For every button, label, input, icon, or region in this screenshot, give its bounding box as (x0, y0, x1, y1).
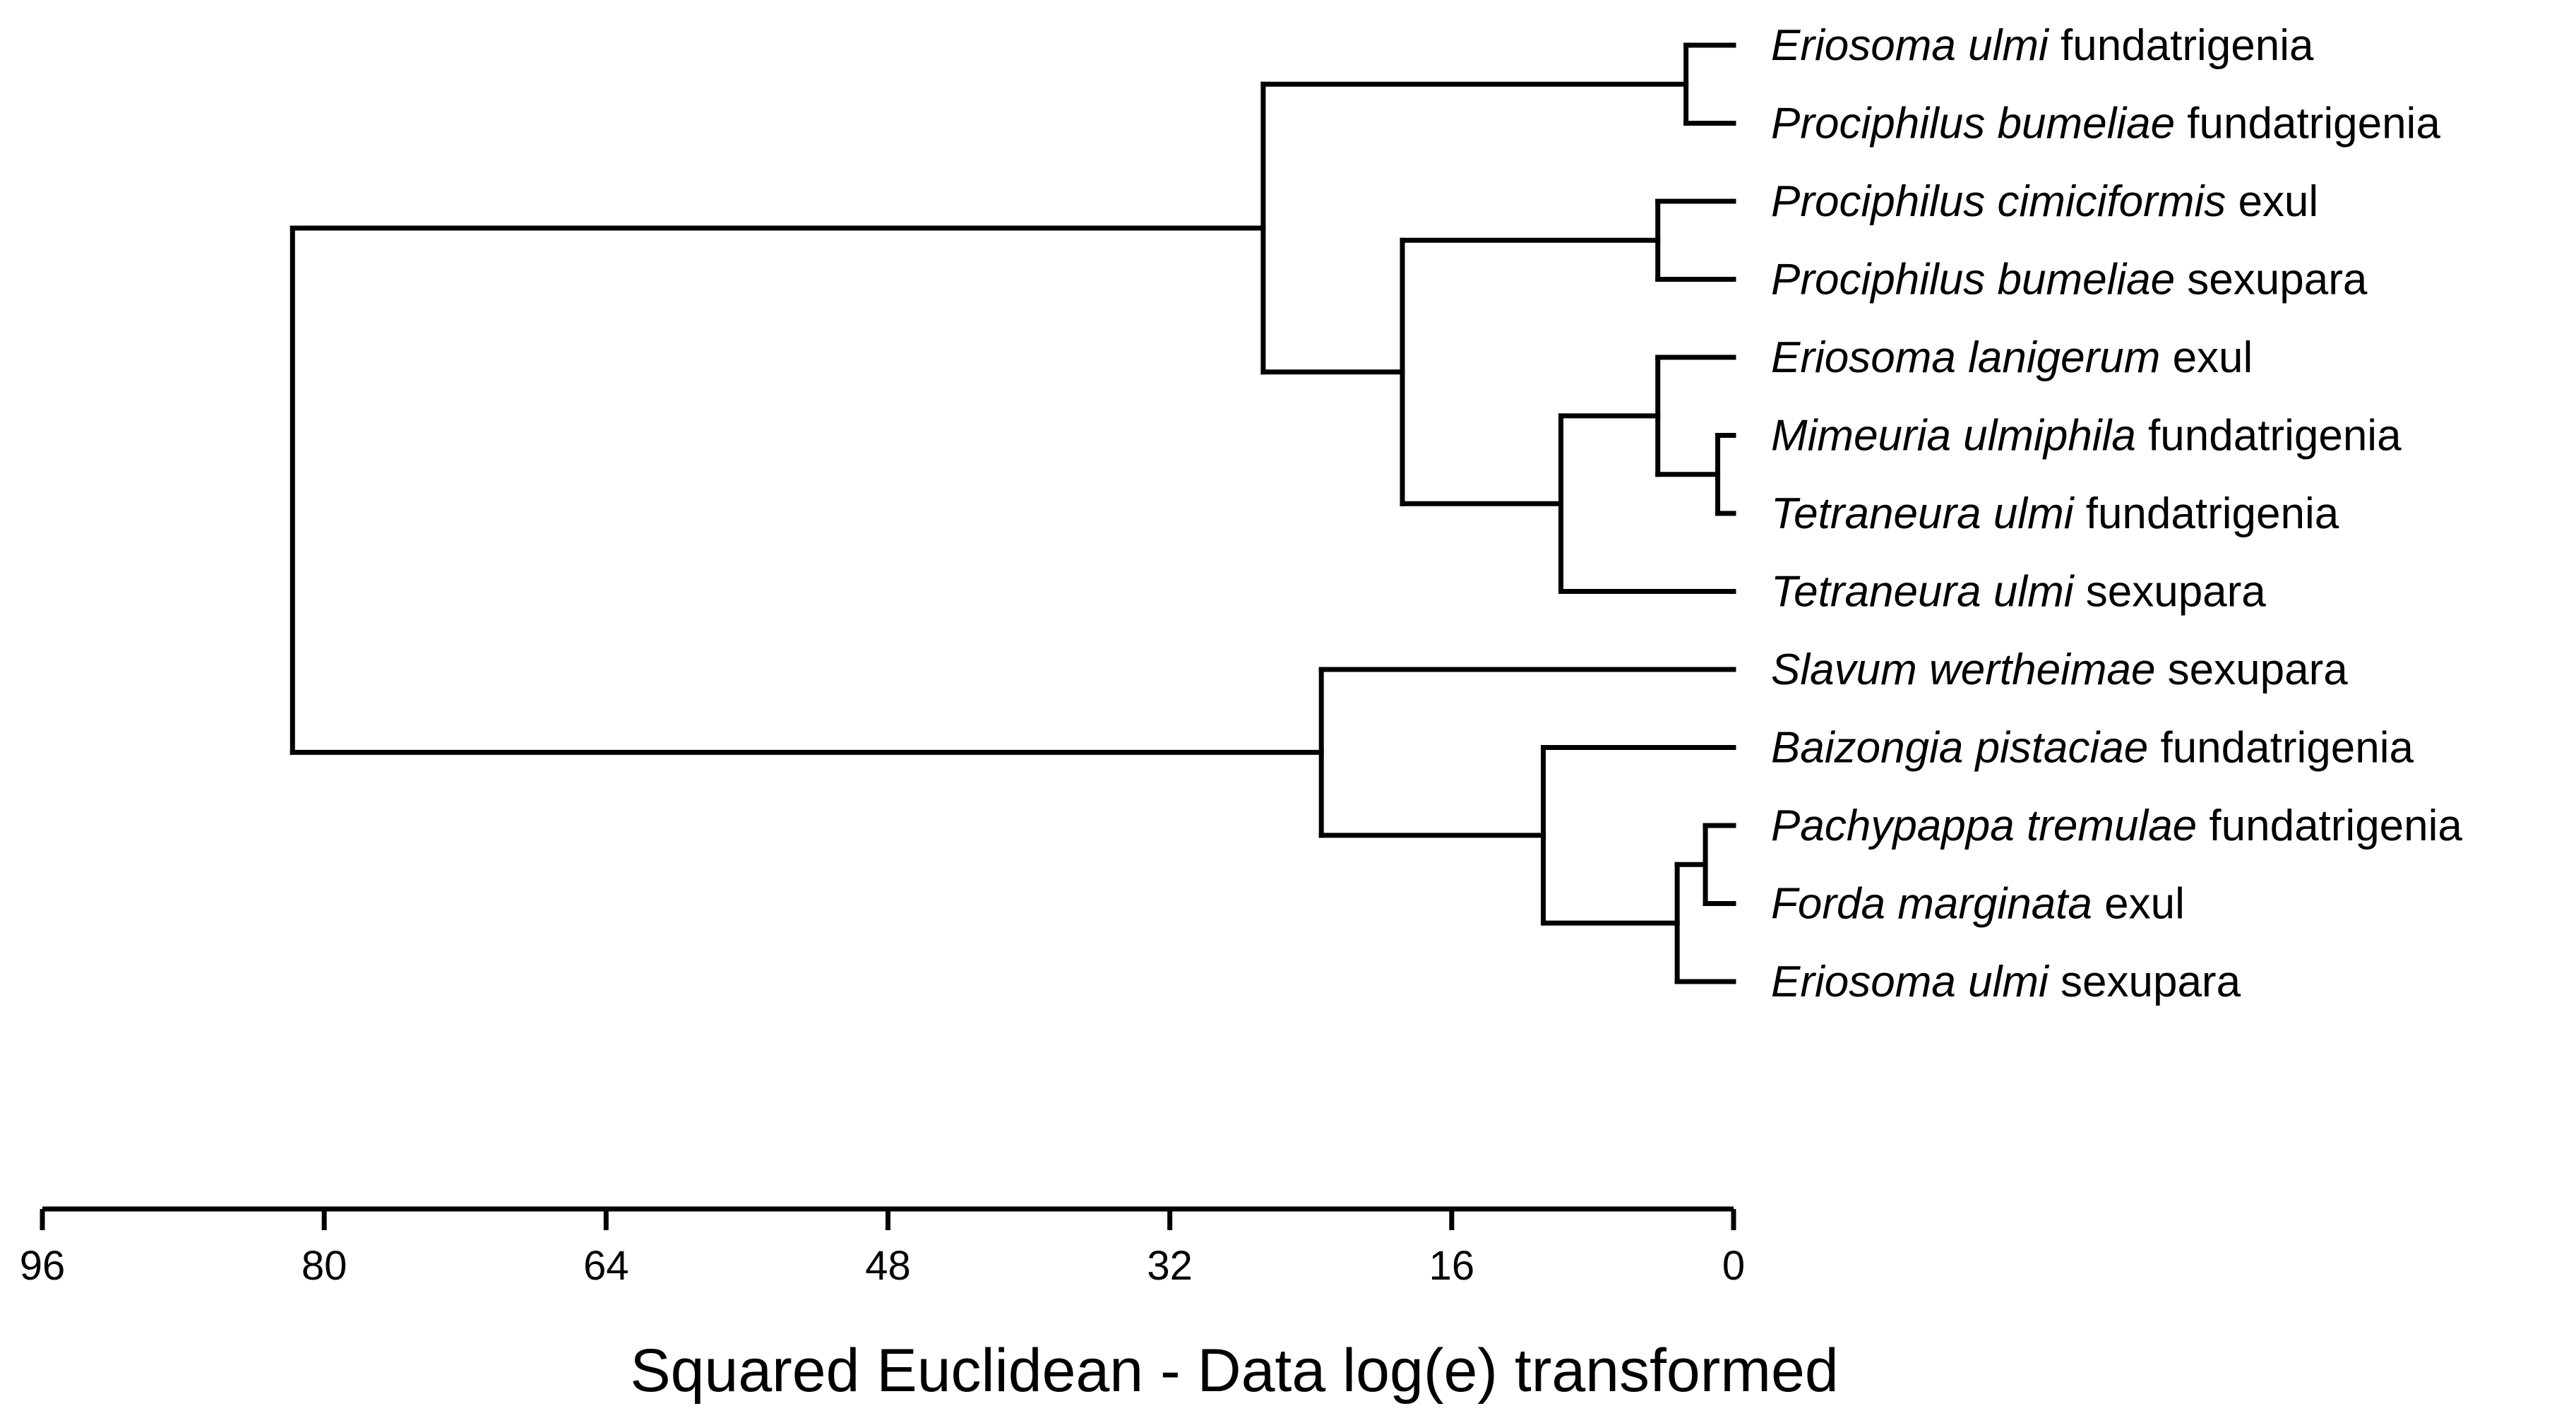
leaf-morph: fundatrigenia (2074, 489, 2339, 538)
x-axis-title: Squared Euclidean - Data log(e) transfor… (630, 1337, 1838, 1405)
leaf-taxon: Eriosoma ulmi (1771, 958, 2050, 1006)
leaf-taxon: Tetraneura ulmi (1771, 489, 2075, 538)
leaf-taxon: Pachypappa tremulae (1771, 802, 2197, 850)
leaf-taxon: Forda marginata (1771, 880, 2092, 929)
tick-label: 16 (1429, 1243, 1475, 1289)
leaf-morph: fundatrigenia (2049, 21, 2314, 70)
leaf-label: Mimeuria ulmiphila fundatrigenia (1771, 412, 2402, 460)
leaf-label: Baizongia pistaciae fundatrigenia (1771, 724, 2414, 773)
leaf-taxon: Prociphilus bumeliae (1771, 100, 2175, 148)
leaf-taxon: Prociphilus cimiciformis (1771, 177, 2226, 226)
x-axis: 96 80 64 48 32 16 0 (20, 1206, 1745, 1289)
leaf-morph: fundatrigenia (2197, 802, 2462, 850)
leaf-morph: sexupara (2175, 256, 2368, 304)
leaf-label: Forda marginata exul (1771, 880, 2185, 929)
tick-label: 0 (1722, 1243, 1745, 1289)
leaf-label: Tetraneura ulmi sexupara (1771, 568, 2266, 616)
leaf-morph: exul (2092, 880, 2185, 929)
tick-label: 32 (1147, 1243, 1193, 1289)
leaf-label: Prociphilus bumeliae sexupara (1771, 256, 2368, 304)
leaf-label: Eriosoma lanigerum exul (1771, 333, 2253, 382)
tick-label: 64 (583, 1243, 629, 1289)
leaf-morph: fundatrigenia (2136, 412, 2402, 460)
leaf-taxon: Baizongia pistaciae (1771, 724, 2148, 773)
leaf-morph: fundatrigenia (2148, 724, 2414, 773)
leaf-taxon: Eriosoma lanigerum (1771, 333, 2160, 382)
leaf-taxon: Eriosoma ulmi (1771, 21, 2050, 70)
x-axis-ticks: 96 80 64 48 32 16 0 (20, 1209, 1745, 1289)
leaf-label: Eriosoma ulmi sexupara (1771, 958, 2241, 1006)
tick-label: 48 (865, 1243, 911, 1289)
leaf-morph: exul (2226, 177, 2318, 226)
leaf-taxon: Tetraneura ulmi (1771, 568, 2075, 616)
leaf-taxon: Mimeuria ulmiphila (1771, 412, 2136, 460)
leaf-taxon: Slavum wertheimae (1771, 645, 2155, 694)
leaf-taxon: Prociphilus bumeliae (1771, 256, 2175, 304)
tick-label: 96 (20, 1243, 66, 1289)
leaf-label: Prociphilus cimiciformis exul (1771, 177, 2318, 226)
leaf-label: Eriosoma ulmi fundatrigenia (1771, 21, 2314, 70)
dendrogram-branches (290, 42, 1736, 984)
leaf-label: Tetraneura ulmi fundatrigenia (1771, 489, 2339, 538)
leaf-morph: fundatrigenia (2175, 100, 2440, 148)
leaf-morph: sexupara (2074, 568, 2267, 616)
leaf-morph: sexupara (2049, 958, 2241, 1006)
leaf-morph: sexupara (2155, 645, 2348, 694)
leaf-morph: exul (2160, 333, 2253, 382)
tick-label: 80 (302, 1243, 347, 1289)
leaf-label: Prociphilus bumeliae fundatrigenia (1771, 100, 2440, 148)
leaf-label: Slavum wertheimae sexupara (1771, 645, 2348, 694)
leaf-label: Pachypappa tremulae fundatrigenia (1771, 802, 2462, 850)
